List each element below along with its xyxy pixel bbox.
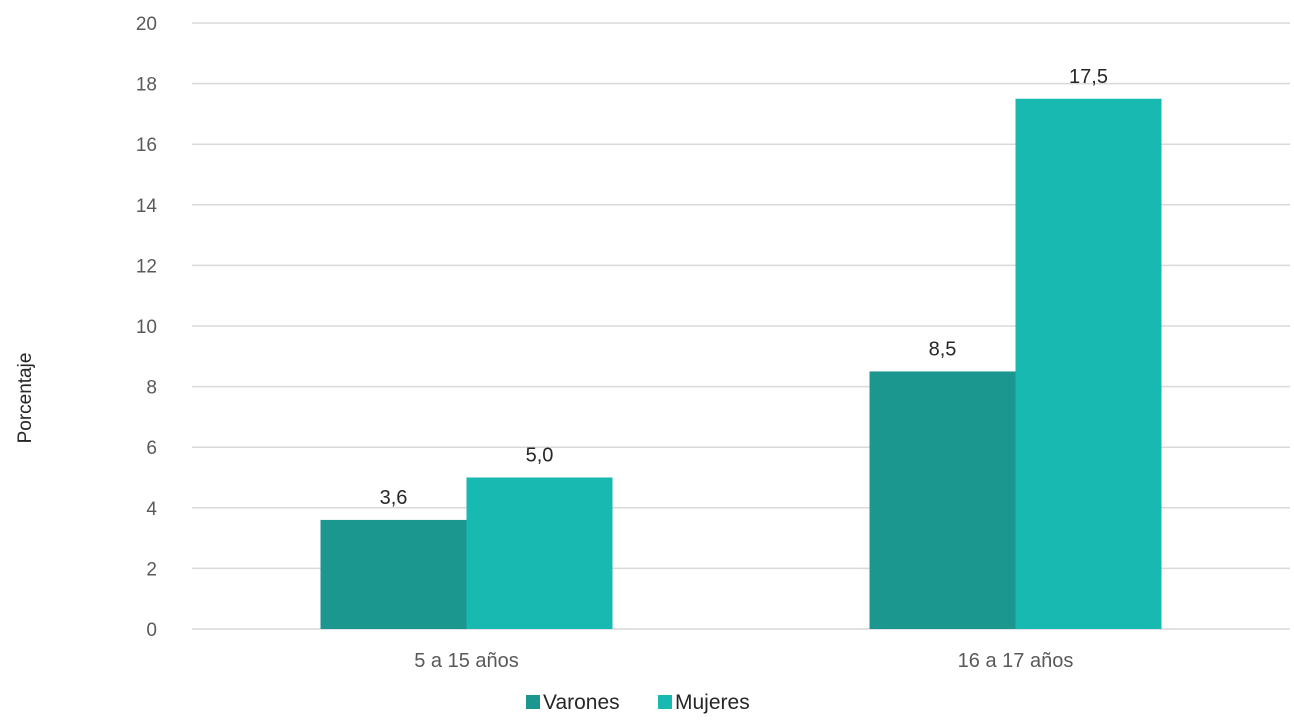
y-tick-label: 8 — [146, 378, 157, 399]
y-tick-label: 10 — [136, 317, 157, 338]
y-tick-label: 2 — [146, 559, 157, 580]
bar-varones — [320, 519, 467, 629]
bars — [320, 98, 1162, 629]
bar-varones — [869, 371, 1016, 629]
x-axis-categories: 5 a 15 años 16 a 17 años — [414, 650, 1073, 672]
y-tick-label: 12 — [136, 256, 157, 277]
x-category-label: 5 a 15 años — [414, 650, 519, 672]
bar-mujeres — [466, 477, 613, 629]
y-tick-label: 4 — [146, 499, 157, 520]
data-label: 5,0 — [526, 445, 554, 467]
y-axis-title: Porcentaje — [15, 353, 36, 444]
legend[interactable]: Varones Mujeres — [526, 691, 750, 714]
legend-swatch-mujeres — [658, 695, 672, 709]
data-label: 8,5 — [929, 338, 957, 360]
x-category-label: 16 a 17 años — [958, 650, 1074, 672]
legend-swatch-varones — [526, 695, 540, 709]
data-labels: 3,6 5,0 8,5 17,5 — [380, 66, 1108, 509]
y-tick-label: 0 — [146, 620, 157, 641]
y-tick-label: 20 — [136, 14, 157, 35]
y-tick-label: 18 — [136, 75, 157, 96]
bar-mujeres — [1015, 98, 1162, 629]
y-tick-label: 14 — [136, 196, 158, 217]
data-label: 3,6 — [380, 487, 408, 509]
legend-label-varones: Varones — [543, 691, 620, 714]
y-tick-label: 6 — [146, 438, 157, 459]
data-label: 17,5 — [1069, 66, 1108, 88]
legend-label-mujeres: Mujeres — [675, 691, 750, 714]
y-tick-label: 16 — [136, 135, 157, 156]
y-axis-ticks: 0 2 4 6 8 10 12 14 16 18 20 — [136, 14, 158, 641]
